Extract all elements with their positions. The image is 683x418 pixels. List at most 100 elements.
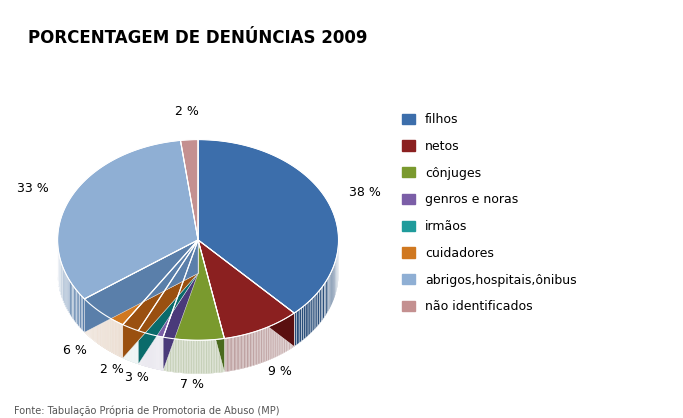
Polygon shape <box>259 330 260 364</box>
Polygon shape <box>163 240 198 370</box>
Polygon shape <box>304 304 306 339</box>
Legend: filhos, netos, cônjuges, genros e noras, irmãos, cuidadores, abrigos,hospitais,ô: filhos, netos, cônjuges, genros e noras,… <box>402 113 576 314</box>
Text: 3 %: 3 % <box>125 371 149 384</box>
Polygon shape <box>68 279 70 314</box>
Polygon shape <box>267 327 268 361</box>
Polygon shape <box>332 268 333 304</box>
Polygon shape <box>250 333 251 367</box>
Polygon shape <box>64 271 66 306</box>
Polygon shape <box>231 337 232 371</box>
Polygon shape <box>237 336 238 370</box>
Polygon shape <box>57 140 198 299</box>
Polygon shape <box>232 337 233 371</box>
Polygon shape <box>308 301 310 336</box>
Polygon shape <box>247 334 249 367</box>
Polygon shape <box>261 329 262 363</box>
Polygon shape <box>246 334 247 368</box>
Polygon shape <box>244 334 245 368</box>
Text: 2 %: 2 % <box>175 105 199 118</box>
Text: 6 %: 6 % <box>63 344 87 357</box>
Polygon shape <box>234 336 236 370</box>
Polygon shape <box>253 332 254 366</box>
Polygon shape <box>264 328 265 362</box>
Polygon shape <box>229 338 230 371</box>
Polygon shape <box>331 270 332 306</box>
Polygon shape <box>138 240 198 337</box>
Polygon shape <box>314 295 316 330</box>
Polygon shape <box>236 336 237 370</box>
Polygon shape <box>85 240 198 332</box>
Polygon shape <box>254 331 255 365</box>
Polygon shape <box>312 296 314 332</box>
Polygon shape <box>306 302 308 338</box>
Polygon shape <box>255 331 256 365</box>
Polygon shape <box>334 264 335 299</box>
Polygon shape <box>240 335 242 369</box>
Polygon shape <box>268 326 269 360</box>
Text: 7 %: 7 % <box>180 378 204 392</box>
Polygon shape <box>310 298 312 334</box>
Polygon shape <box>78 292 79 327</box>
Polygon shape <box>226 338 227 372</box>
Polygon shape <box>256 331 257 364</box>
Polygon shape <box>62 265 63 301</box>
Polygon shape <box>265 328 266 362</box>
Polygon shape <box>316 293 318 328</box>
Polygon shape <box>321 286 322 322</box>
Polygon shape <box>249 333 250 367</box>
Polygon shape <box>198 240 225 372</box>
Polygon shape <box>198 140 339 313</box>
Polygon shape <box>227 338 228 372</box>
Polygon shape <box>79 294 81 329</box>
Polygon shape <box>163 240 225 340</box>
Text: 38 %: 38 % <box>349 186 381 199</box>
Polygon shape <box>294 311 296 347</box>
Text: 9 %: 9 % <box>268 364 292 377</box>
Polygon shape <box>198 240 294 339</box>
Polygon shape <box>83 297 85 332</box>
Polygon shape <box>257 331 258 364</box>
Polygon shape <box>327 278 329 313</box>
Polygon shape <box>245 334 246 368</box>
Polygon shape <box>123 240 198 358</box>
Text: 33 %: 33 % <box>17 182 49 196</box>
Polygon shape <box>225 338 226 372</box>
Polygon shape <box>85 240 198 332</box>
Polygon shape <box>123 240 198 358</box>
Polygon shape <box>230 337 231 371</box>
Polygon shape <box>329 275 330 311</box>
Polygon shape <box>243 335 244 368</box>
Polygon shape <box>266 327 267 361</box>
Polygon shape <box>233 337 234 370</box>
Polygon shape <box>262 329 263 363</box>
Polygon shape <box>198 240 225 372</box>
Polygon shape <box>271 325 272 359</box>
Polygon shape <box>66 275 68 310</box>
Polygon shape <box>81 296 83 331</box>
Polygon shape <box>75 288 76 324</box>
Polygon shape <box>198 240 294 347</box>
Polygon shape <box>330 273 331 308</box>
Polygon shape <box>326 280 327 315</box>
Polygon shape <box>180 140 198 240</box>
Polygon shape <box>296 310 299 345</box>
Polygon shape <box>239 336 240 369</box>
Polygon shape <box>301 306 304 342</box>
Text: Fonte: Tabulação Própria de Promotoria de Abuso (MP): Fonte: Tabulação Própria de Promotoria d… <box>14 405 279 416</box>
Polygon shape <box>333 266 334 302</box>
Polygon shape <box>270 326 271 359</box>
Polygon shape <box>269 326 270 360</box>
Polygon shape <box>70 281 71 316</box>
Polygon shape <box>322 284 324 320</box>
Polygon shape <box>324 282 326 317</box>
Polygon shape <box>76 290 78 325</box>
Polygon shape <box>72 285 74 320</box>
Polygon shape <box>318 291 320 326</box>
Polygon shape <box>74 286 75 322</box>
Text: PORCENTAGEM DE DENÚNCIAS 2009: PORCENTAGEM DE DENÚNCIAS 2009 <box>28 29 368 47</box>
Polygon shape <box>123 240 198 331</box>
Polygon shape <box>85 240 198 325</box>
Polygon shape <box>260 330 261 363</box>
Polygon shape <box>198 240 294 347</box>
Polygon shape <box>252 332 253 366</box>
